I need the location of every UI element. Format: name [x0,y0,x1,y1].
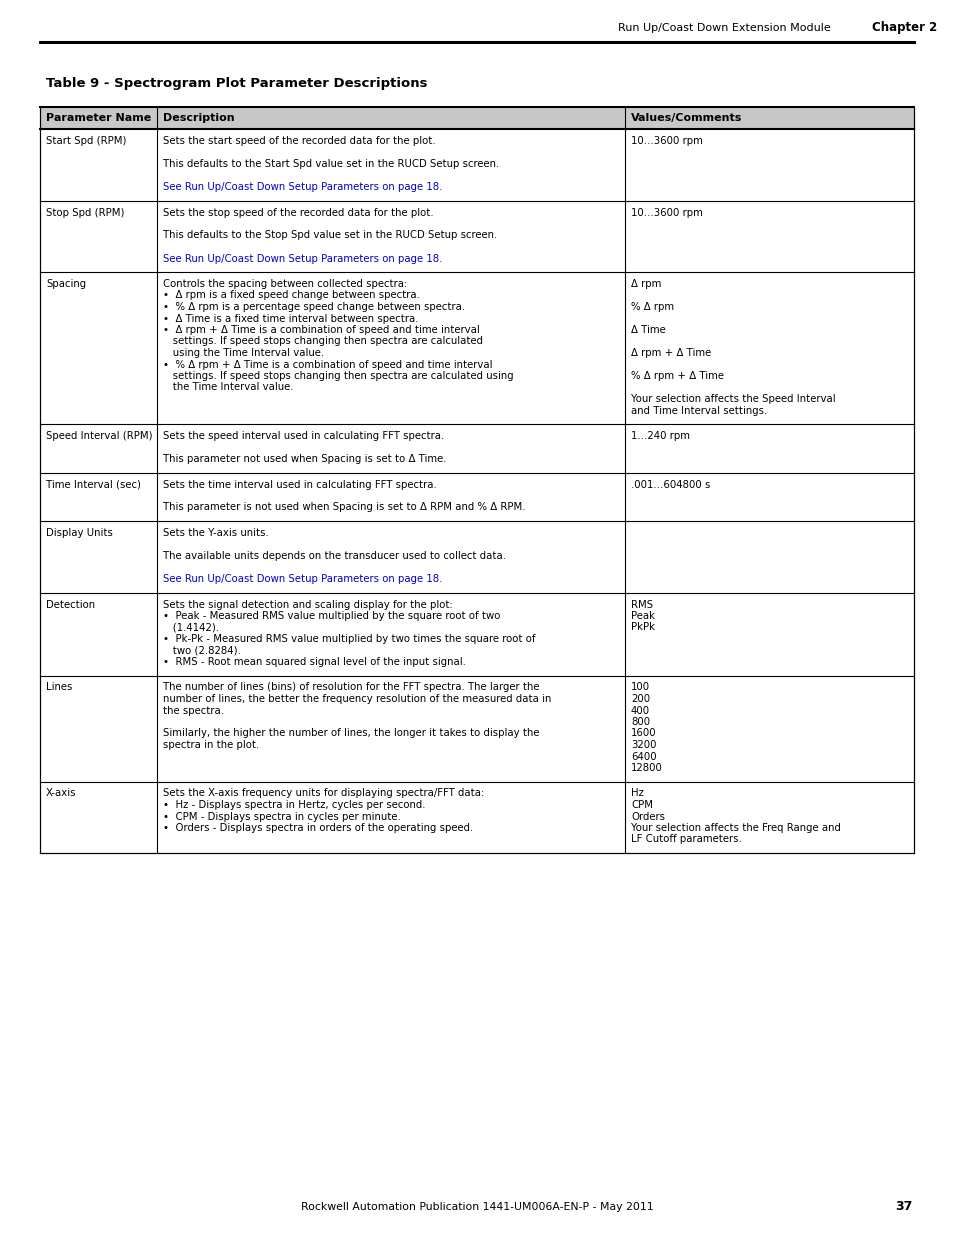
Text: The number of lines (bins) of resolution for the FFT spectra. The larger the: The number of lines (bins) of resolution… [163,683,539,693]
Text: Chapter 2: Chapter 2 [871,21,936,35]
Text: •  CPM - Displays spectra in cycles per minute.: • CPM - Displays spectra in cycles per m… [163,811,400,821]
Text: See Run Up/Coast Down Setup Parameters on page 18.: See Run Up/Coast Down Setup Parameters o… [163,182,442,191]
Text: CPM: CPM [630,800,652,810]
Text: % Δ rpm + Δ Time: % Δ rpm + Δ Time [630,370,723,382]
Text: Lines: Lines [46,683,72,693]
Text: 6400: 6400 [630,752,656,762]
Text: See Run Up/Coast Down Setup Parameters on page 18.: See Run Up/Coast Down Setup Parameters o… [163,574,442,584]
Text: Sets the speed interval used in calculating FFT spectra.: Sets the speed interval used in calculat… [163,431,444,441]
Text: •  Δ rpm + Δ Time is a combination of speed and time interval: • Δ rpm + Δ Time is a combination of spe… [163,325,479,335]
Text: two (2.8284).: two (2.8284). [163,646,240,656]
Text: Δ Time: Δ Time [630,325,665,335]
Text: Your selection affects the Speed Interval: Your selection affects the Speed Interva… [630,394,835,404]
Text: Display Units: Display Units [46,529,112,538]
Text: •  % Δ rpm + Δ Time is a combination of speed and time interval: • % Δ rpm + Δ Time is a combination of s… [163,359,492,369]
Text: •  Peak - Measured RMS value multiplied by the square root of two: • Peak - Measured RMS value multiplied b… [163,611,500,621]
Text: Description: Description [163,112,234,124]
Text: settings. If speed stops changing then spectra are calculated using: settings. If speed stops changing then s… [163,370,513,382]
Text: •  RMS - Root mean squared signal level of the input signal.: • RMS - Root mean squared signal level o… [163,657,465,667]
Text: Similarly, the higher the number of lines, the longer it takes to display the: Similarly, the higher the number of line… [163,729,539,739]
Text: •  Hz - Displays spectra in Hertz, cycles per second.: • Hz - Displays spectra in Hertz, cycles… [163,800,425,810]
Text: •  Orders - Displays spectra in orders of the operating speed.: • Orders - Displays spectra in orders of… [163,823,473,832]
Text: spectra in the plot.: spectra in the plot. [163,740,259,750]
Text: See Run Up/Coast Down Setup Parameters on page 18.: See Run Up/Coast Down Setup Parameters o… [163,253,442,263]
Text: 100: 100 [630,683,649,693]
Text: and Time Interval settings.: and Time Interval settings. [630,405,766,415]
Text: Rockwell Automation Publication 1441-UM006A-EN-P - May 2011: Rockwell Automation Publication 1441-UM0… [300,1202,653,1212]
Text: Hz: Hz [630,788,643,799]
Text: Your selection affects the Freq Range and: Your selection affects the Freq Range an… [630,823,840,832]
Text: 10…3600 rpm: 10…3600 rpm [630,136,702,146]
Text: 1600: 1600 [630,729,656,739]
Text: 800: 800 [630,718,649,727]
Text: PkPk: PkPk [630,622,655,632]
Text: Time Interval (sec): Time Interval (sec) [46,479,141,489]
Text: Δ rpm: Δ rpm [630,279,660,289]
Text: % Δ rpm: % Δ rpm [630,303,674,312]
Text: 200: 200 [630,694,649,704]
Text: Detection: Detection [46,599,95,610]
Text: Sets the X-axis frequency units for displaying spectra/FFT data:: Sets the X-axis frequency units for disp… [163,788,484,799]
Text: Values/Comments: Values/Comments [630,112,741,124]
Text: 12800: 12800 [630,763,662,773]
Text: 37: 37 [894,1200,912,1214]
Text: Peak: Peak [630,611,655,621]
Text: 10…3600 rpm: 10…3600 rpm [630,207,702,217]
Text: •  Pk-Pk - Measured RMS value multiplied by two times the square root of: • Pk-Pk - Measured RMS value multiplied … [163,634,535,643]
Text: •  Δ rpm is a fixed speed change between spectra.: • Δ rpm is a fixed speed change between … [163,290,419,300]
Bar [40,107,913,128]
Text: Stop Spd (RPM): Stop Spd (RPM) [46,207,125,217]
Text: 400: 400 [630,705,649,715]
Text: The available units depends on the transducer used to collect data.: The available units depends on the trans… [163,551,505,561]
Text: Controls the spacing between collected spectra:: Controls the spacing between collected s… [163,279,407,289]
Text: RMS: RMS [630,599,653,610]
Text: This parameter not used when Spacing is set to Δ Time.: This parameter not used when Spacing is … [163,454,446,464]
Text: Parameter Name: Parameter Name [46,112,152,124]
Text: Orders: Orders [630,811,664,821]
Text: Sets the time interval used in calculating FFT spectra.: Sets the time interval used in calculati… [163,479,436,489]
Text: the spectra.: the spectra. [163,705,224,715]
Text: Table 9 - Spectrogram Plot Parameter Descriptions: Table 9 - Spectrogram Plot Parameter Des… [46,77,427,89]
Text: X-axis: X-axis [46,788,76,799]
Text: •  Δ Time is a fixed time interval between spectra.: • Δ Time is a fixed time interval betwee… [163,314,418,324]
Text: Sets the start speed of the recorded data for the plot.: Sets the start speed of the recorded dat… [163,136,436,146]
Text: Δ rpm + Δ Time: Δ rpm + Δ Time [630,348,711,358]
Text: 1…240 rpm: 1…240 rpm [630,431,689,441]
Text: (1.4142).: (1.4142). [163,622,219,632]
Text: This parameter is not used when Spacing is set to Δ RPM and % Δ RPM.: This parameter is not used when Spacing … [163,503,525,513]
Text: This defaults to the Start Spd value set in the RUCD Setup screen.: This defaults to the Start Spd value set… [163,159,498,169]
Text: Speed Interval (RPM): Speed Interval (RPM) [46,431,152,441]
Text: the Time Interval value.: the Time Interval value. [163,383,294,393]
Text: using the Time Interval value.: using the Time Interval value. [163,348,324,358]
Text: Run Up/Coast Down Extension Module: Run Up/Coast Down Extension Module [618,23,830,33]
Text: .001…604800 s: .001…604800 s [630,479,710,489]
Text: •  % Δ rpm is a percentage speed change between spectra.: • % Δ rpm is a percentage speed change b… [163,303,465,312]
Text: Sets the stop speed of the recorded data for the plot.: Sets the stop speed of the recorded data… [163,207,434,217]
Text: This defaults to the Stop Spd value set in the RUCD Setup screen.: This defaults to the Stop Spd value set … [163,231,497,241]
Text: Sets the signal detection and scaling display for the plot:: Sets the signal detection and scaling di… [163,599,453,610]
Text: number of lines, the better the frequency resolution of the measured data in: number of lines, the better the frequenc… [163,694,551,704]
Text: Spacing: Spacing [46,279,86,289]
Text: Start Spd (RPM): Start Spd (RPM) [46,136,127,146]
Text: LF Cutoff parameters.: LF Cutoff parameters. [630,835,741,845]
Text: 3200: 3200 [630,740,656,750]
Text: Sets the Y-axis units.: Sets the Y-axis units. [163,529,269,538]
Text: settings. If speed stops changing then spectra are calculated: settings. If speed stops changing then s… [163,336,482,347]
